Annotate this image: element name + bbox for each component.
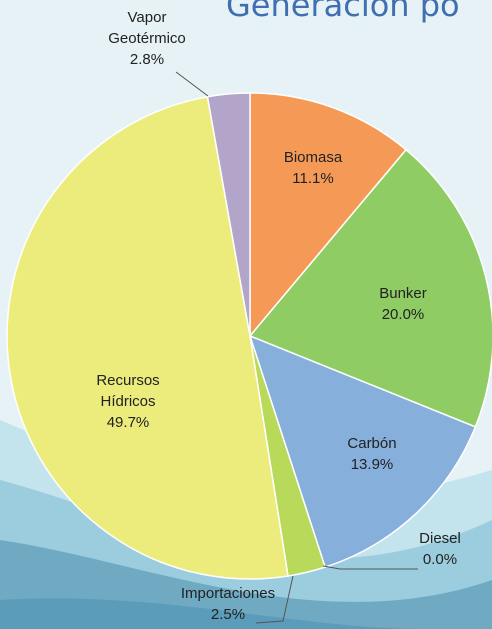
slice-label: Diesel 0.0% <box>419 530 461 568</box>
pie-slice-biomasa <box>249 92 408 339</box>
slice-label: Bunker 20.0% <box>379 285 427 323</box>
slice-label: Importaciones 2.5% <box>181 585 275 623</box>
leader-line <box>322 565 418 570</box>
leader-line <box>255 575 294 624</box>
slice-label: Recursos Hídricos 49.7% <box>96 372 159 431</box>
slice-label: Carbón 13.9% <box>347 435 396 473</box>
leader-line <box>175 71 209 97</box>
slice-label: Vapor Geotérmico 2.8% <box>108 9 186 68</box>
pie-slice-vapor-geotérmico <box>206 92 251 337</box>
pie-slice-bunker <box>248 148 492 428</box>
chart-title: Generación po <box>226 0 460 24</box>
slice-label: Biomasa 11.1% <box>284 149 343 187</box>
pie-slice-recursos-hídricos <box>6 95 289 580</box>
